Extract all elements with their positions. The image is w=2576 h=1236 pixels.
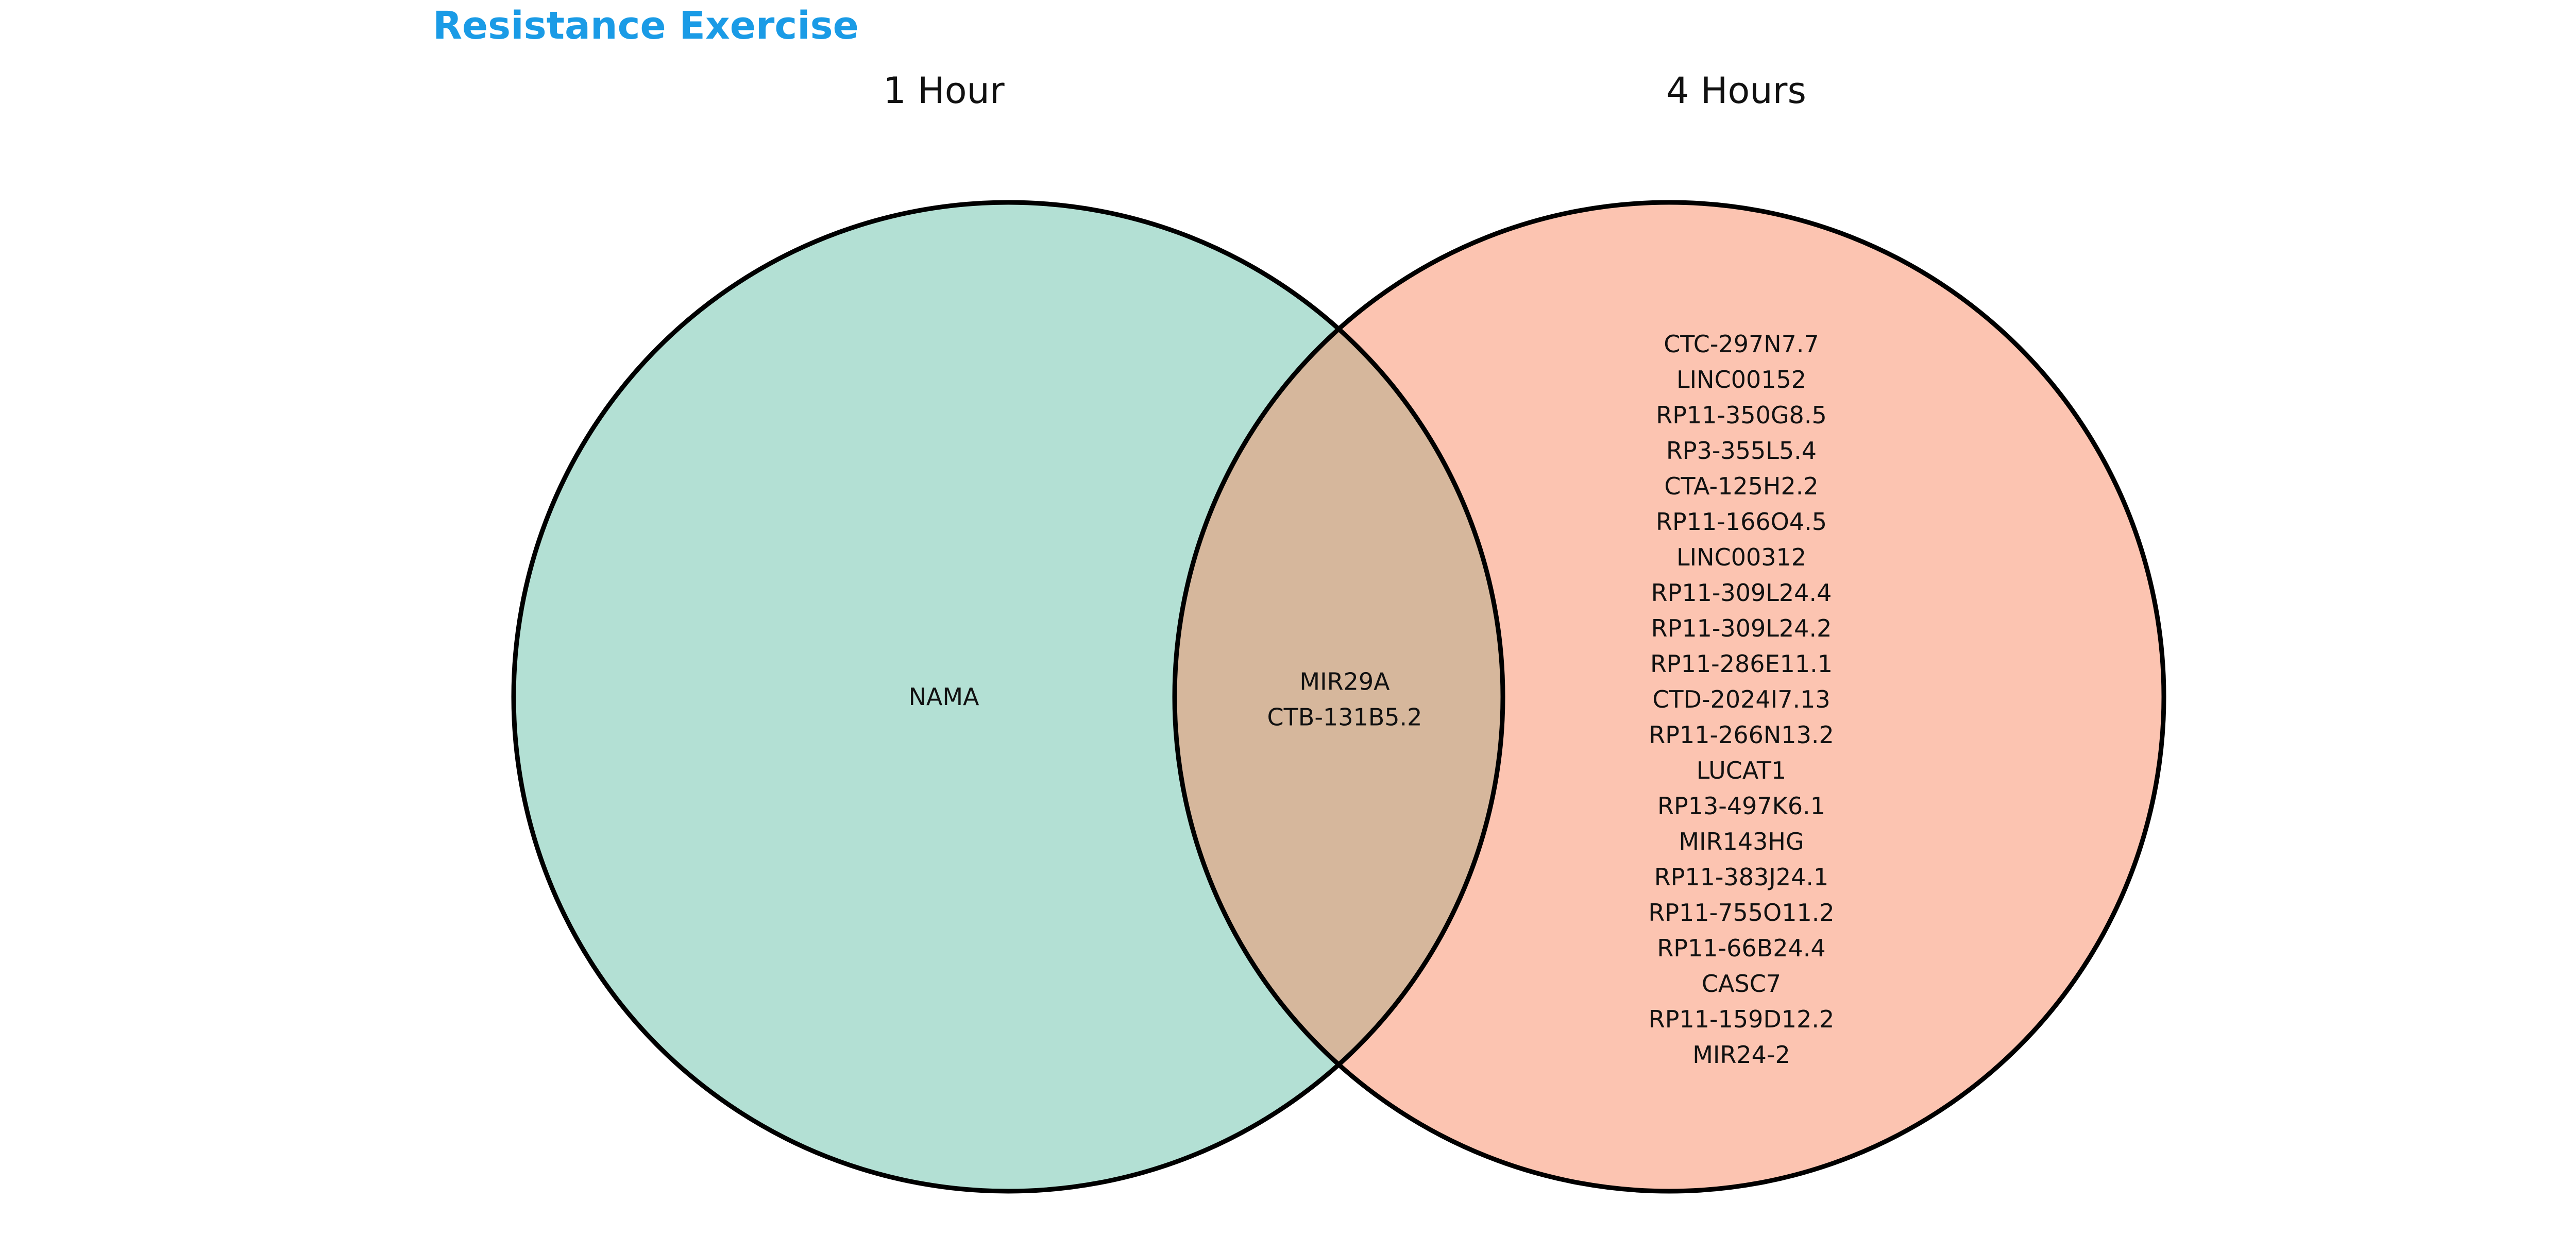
- diagram-title: Resistance Exercise: [433, 4, 859, 48]
- member-label: CTB-131B5.2: [1267, 703, 1422, 731]
- member-label: MIR29A: [1299, 668, 1390, 696]
- member-label: RP11-350G8.5: [1656, 401, 1826, 429]
- member-label: RP13-497K6.1: [1657, 792, 1825, 820]
- region-4-hours-only: CTC-297N7.7 LINC00152 RP11-350G8.5 RP3-355L…: [1648, 330, 1834, 1069]
- member-label: RP11-309L24.2: [1651, 614, 1832, 642]
- member-label: RP11-166O4.5: [1656, 508, 1827, 536]
- member-label: RP11-266N13.2: [1649, 721, 1834, 749]
- member-label: MIR24-2: [1692, 1041, 1790, 1069]
- member-label: CTC-297N7.7: [1664, 330, 1819, 358]
- member-label: CASC7: [1702, 970, 1781, 998]
- member-label: MIR143HG: [1679, 828, 1804, 855]
- member-label: RP11-309L24.4: [1651, 579, 1832, 607]
- region-1-hour-only: NAMA: [908, 683, 979, 711]
- member-label: CTA-125H2.2: [1664, 472, 1818, 500]
- member-label: LINC00312: [1676, 543, 1806, 571]
- member-label: RP11-286E11.1: [1650, 650, 1833, 678]
- set-label-1-hour: 1 Hour: [883, 70, 1005, 112]
- member-label: LINC00152: [1676, 366, 1806, 393]
- region-intersection: MIR29A CTB-131B5.2: [1267, 668, 1422, 731]
- set-label-4-hours: 4 Hours: [1666, 70, 1806, 112]
- member-label: CTD-2024I7.13: [1652, 685, 1830, 713]
- member-label: RP3-355L5.4: [1666, 437, 1817, 465]
- member-label: RP11-66B24.4: [1657, 934, 1825, 962]
- member-label: RP11-159D12.2: [1649, 1005, 1834, 1033]
- member-label: NAMA: [908, 683, 979, 711]
- set-circle-4-hours-outline: [1172, 200, 2166, 1194]
- set-circle-1-hour-outline: [511, 200, 1505, 1194]
- member-label: LUCAT1: [1697, 757, 1786, 784]
- member-label: RP11-383J24.1: [1654, 863, 1829, 891]
- member-label: RP11-755O11.2: [1648, 899, 1834, 926]
- intersection-region: [1175, 202, 1503, 1191]
